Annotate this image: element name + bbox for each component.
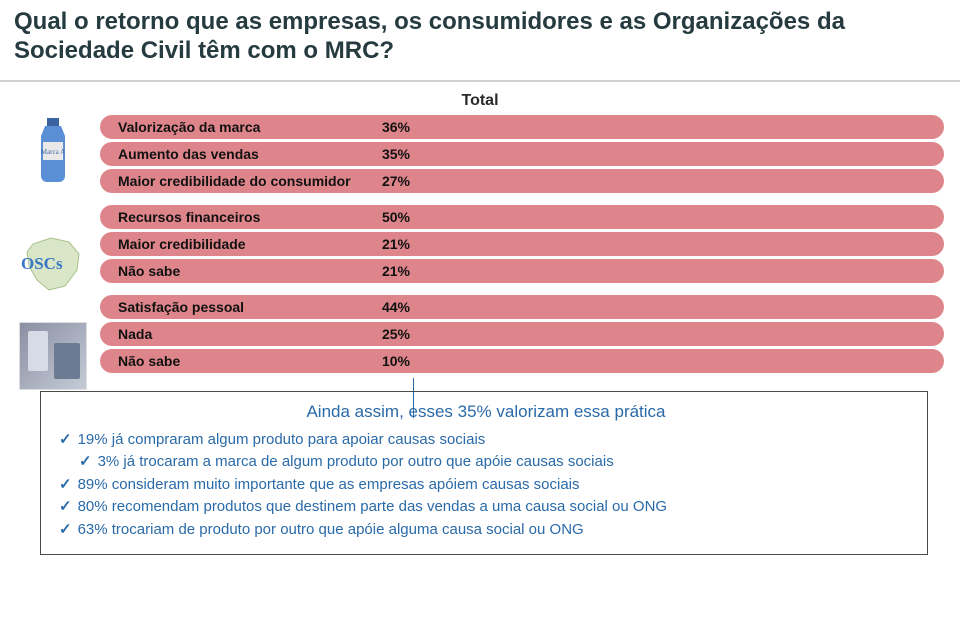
list-item: ✓ 80% recomendam produtos que destinem pa…	[59, 497, 913, 517]
check-icon: ✓	[59, 430, 72, 450]
list-item-text: 3% já trocaram a marca de algum produto …	[98, 452, 614, 472]
table-row: Maior credibilidade 21%	[100, 232, 944, 256]
check-icon: ✓	[59, 497, 72, 517]
icon-shopper	[18, 304, 88, 390]
row-label: Valorização da marca	[118, 119, 260, 135]
callout-title: Ainda assim, esses 35% valorizam essa pr…	[59, 402, 913, 422]
list-item: ✓ 63% trocariam de produto por outro que …	[59, 520, 913, 540]
title-bar: Qual o retorno que as empresas, os consu…	[0, 0, 960, 82]
row-label: Maior credibilidade	[118, 236, 246, 252]
row-value: 21%	[382, 236, 930, 252]
water-bottle-icon: Marca A	[29, 118, 77, 182]
list-item: ✓ 3% já trocaram a marca de algum produto…	[59, 452, 913, 472]
list-item-text: 63% trocariam de produto por outro que a…	[78, 520, 584, 540]
table-row: Aumento das vendas 35%	[100, 142, 944, 166]
total-column-label: Total	[0, 92, 960, 110]
table-row: Não sabe 10%	[100, 349, 944, 373]
row-value: 25%	[382, 326, 930, 342]
row-label: Maior credibilidade do consumidor	[118, 173, 351, 189]
row-value: 36%	[382, 119, 930, 135]
table-row: Satisfação pessoal 44%	[100, 295, 944, 319]
list-item-text: 19% já compraram algum produto para apoi…	[78, 430, 486, 450]
list-item: ✓ 19% já compraram algum produto para apo…	[59, 430, 913, 450]
list-item: ✓ 89% consideram muito importante que as …	[59, 475, 913, 495]
row-value: 10%	[382, 353, 930, 369]
shopper-photo-icon	[19, 322, 87, 390]
row-label: Não sabe	[118, 353, 180, 369]
table-row: Maior credibilidade do consumidor 27%	[100, 169, 944, 193]
list-item-text: 89% consideram muito importante que as e…	[78, 475, 580, 495]
svg-text:Marca A: Marca A	[41, 148, 65, 156]
callout-list: ✓19% já compraram algum produto para apo…	[59, 430, 913, 540]
row-value: 27%	[382, 173, 930, 189]
row-value: 35%	[382, 146, 930, 162]
row-label: Nada	[118, 326, 152, 342]
table-row: Recursos financeiros 50%	[100, 205, 944, 229]
check-icon: ✓	[59, 520, 72, 540]
row-value: 21%	[382, 263, 930, 279]
row-label: Recursos financeiros	[118, 209, 260, 225]
list-item-text: 80% recomendam produtos que destinem par…	[78, 497, 668, 517]
check-icon: ✓	[59, 475, 72, 495]
callout-box: Ainda assim, esses 35% valorizam essa pr…	[40, 391, 928, 556]
row-label: Não sabe	[118, 263, 180, 279]
group-consumidores: Satisfação pessoal 44% Nada 25% Não sabe…	[100, 295, 944, 373]
table-row: Nada 25%	[100, 322, 944, 346]
group-empresas: Valorização da marca 36% Aumento das ven…	[100, 115, 944, 193]
content-area: Marca A Valorização da marca 36% Aumento…	[0, 110, 960, 556]
check-icon: ✓	[79, 452, 92, 472]
oscs-label: OSCs	[21, 254, 63, 274]
icon-bottle: Marca A	[18, 112, 88, 182]
table-row: Não sabe 21%	[100, 259, 944, 283]
row-label: Satisfação pessoal	[118, 299, 244, 315]
row-value: 44%	[382, 299, 930, 315]
group-oscs: Recursos financeiros 50% Maior credibili…	[100, 205, 944, 283]
page-title: Qual o retorno que as empresas, os consu…	[14, 8, 946, 66]
table-row: Valorização da marca 36%	[100, 115, 944, 139]
row-value: 50%	[382, 209, 930, 225]
row-label: Aumento das vendas	[118, 146, 259, 162]
icon-brazil-map: OSCs	[18, 208, 88, 292]
